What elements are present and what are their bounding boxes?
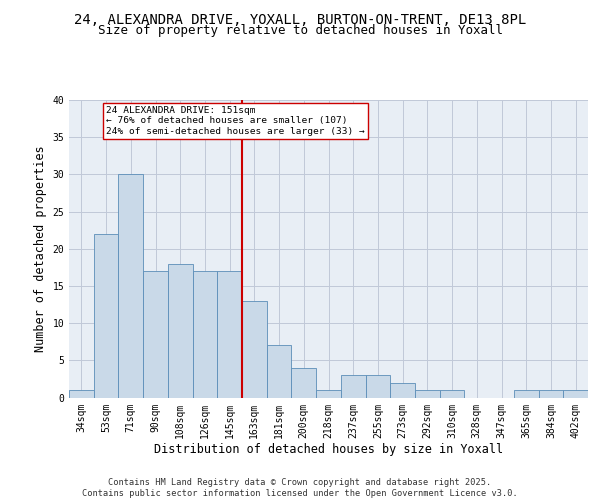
Bar bbox=[316, 390, 341, 398]
Bar bbox=[563, 390, 588, 398]
Text: 24, ALEXANDRA DRIVE, YOXALL, BURTON-ON-TRENT, DE13 8PL: 24, ALEXANDRA DRIVE, YOXALL, BURTON-ON-T… bbox=[74, 12, 526, 26]
Bar bbox=[168, 264, 193, 398]
Bar bbox=[118, 174, 143, 398]
Bar bbox=[242, 301, 267, 398]
X-axis label: Distribution of detached houses by size in Yoxall: Distribution of detached houses by size … bbox=[154, 443, 503, 456]
Bar bbox=[415, 390, 440, 398]
Bar bbox=[267, 346, 292, 398]
Bar bbox=[193, 271, 217, 398]
Bar bbox=[341, 375, 365, 398]
Bar bbox=[292, 368, 316, 398]
Text: Size of property relative to detached houses in Yoxall: Size of property relative to detached ho… bbox=[97, 24, 503, 37]
Text: Contains HM Land Registry data © Crown copyright and database right 2025.
Contai: Contains HM Land Registry data © Crown c… bbox=[82, 478, 518, 498]
Bar bbox=[440, 390, 464, 398]
Bar bbox=[217, 271, 242, 398]
Bar bbox=[539, 390, 563, 398]
Text: 24 ALEXANDRA DRIVE: 151sqm
← 76% of detached houses are smaller (107)
24% of sem: 24 ALEXANDRA DRIVE: 151sqm ← 76% of deta… bbox=[106, 106, 365, 136]
Bar bbox=[365, 375, 390, 398]
Bar bbox=[143, 271, 168, 398]
Bar bbox=[514, 390, 539, 398]
Y-axis label: Number of detached properties: Number of detached properties bbox=[34, 146, 47, 352]
Bar bbox=[94, 234, 118, 398]
Bar bbox=[390, 382, 415, 398]
Bar bbox=[69, 390, 94, 398]
